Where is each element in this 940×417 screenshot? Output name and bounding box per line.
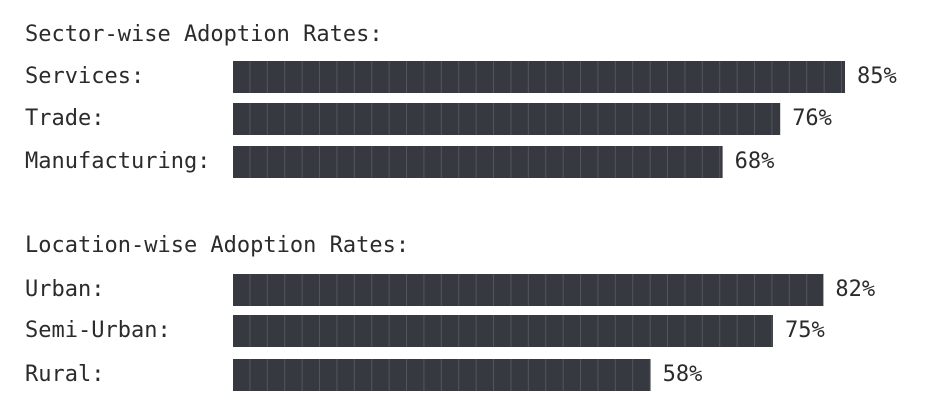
bar-texture bbox=[233, 61, 845, 93]
category-label: Urban: bbox=[25, 277, 104, 302]
value-label: 58% bbox=[663, 362, 703, 387]
category-label: Rural: bbox=[25, 362, 104, 387]
bar-texture bbox=[233, 359, 651, 391]
category-label: Semi-Urban: bbox=[25, 318, 171, 343]
value-label: 85% bbox=[857, 64, 897, 89]
value-label: 82% bbox=[835, 277, 875, 302]
bar-texture bbox=[233, 274, 824, 306]
chart-title: Sector-wise Adoption Rates: bbox=[25, 22, 383, 47]
category-label: Trade: bbox=[25, 106, 104, 131]
value-label: 76% bbox=[792, 106, 832, 131]
bar-texture bbox=[233, 103, 781, 135]
category-label: Manufacturing: bbox=[25, 149, 210, 174]
value-label: 75% bbox=[785, 318, 825, 343]
bar-texture bbox=[233, 146, 723, 178]
value-label: 68% bbox=[735, 149, 775, 174]
chart-title: Location-wise Adoption Rates: bbox=[25, 233, 409, 258]
category-label: Services: bbox=[25, 64, 144, 89]
bar-texture bbox=[233, 315, 773, 347]
